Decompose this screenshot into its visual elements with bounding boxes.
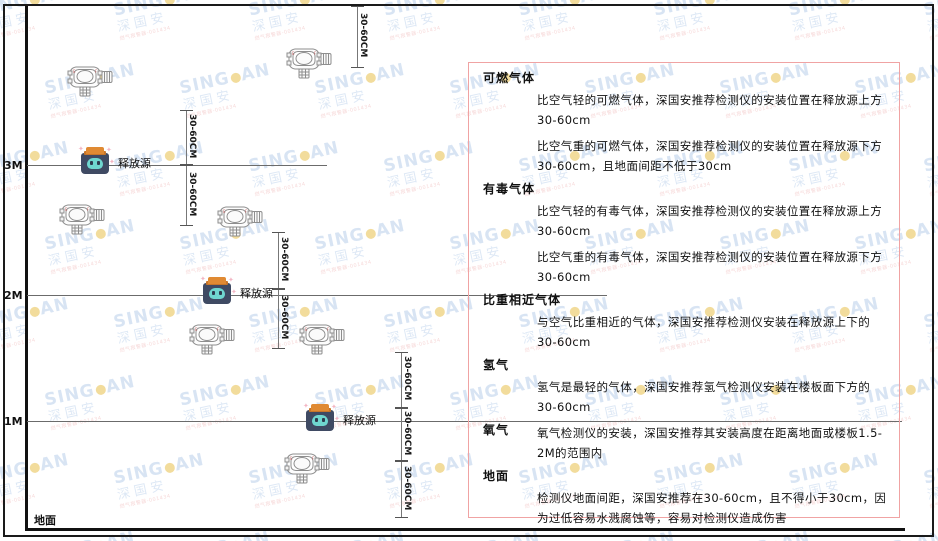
panel-section: 可燃气体 比空气轻的可燃气体，深国安推荐检测仪的安装位置在释放源上方30-60cm…: [483, 71, 887, 176]
section-heading: 比重相近气体: [483, 293, 562, 308]
svg-text:F: F: [314, 51, 317, 56]
release-source-label: 释放源: [118, 157, 151, 170]
section-heading: 可燃气体: [483, 71, 536, 85]
svg-text:E: E: [223, 209, 226, 214]
svg-text:E: E: [305, 327, 308, 332]
dimension-line: [393, 352, 409, 408]
release-source-label: 释放源: [343, 414, 376, 427]
svg-text:F: F: [312, 456, 315, 461]
panel-section: 氢气氢气是最轻的气体，深国安推荐氢气检测仪安装在楼板面下方的30-60cm: [483, 358, 887, 417]
panel-section: 地面检测仪地面间距，深国安推荐在30-60cm，且不得小于30cm，因为过低容易…: [483, 469, 887, 528]
section-heading: 氧气: [483, 422, 510, 437]
recommendation-panel: 可燃气体 比空气轻的可燃气体，深国安推荐检测仪的安装位置在释放源上方30-60cm…: [468, 62, 900, 525]
svg-text:F: F: [245, 209, 248, 214]
dimension-label: 30-60CM: [187, 171, 197, 216]
panel-section: 氧气 氧气检测仪的安装，深国安推荐其安装高度在距离地面或楼板1.5-2M的范围内: [483, 423, 887, 463]
dimension-label: 30-60CM: [279, 295, 289, 340]
level-label-1m: 1M: [4, 415, 23, 428]
dimension-line: [393, 408, 409, 461]
section-paragraph: 比空气重的可燃气体，深国安推荐检测仪的安装位置在释放源下方30-60cm，且地面…: [537, 138, 883, 173]
y-axis: [25, 6, 28, 531]
level-line-2m: [27, 295, 607, 296]
section-paragraph: 检测仪地面间距，深国安推荐在30-60cm，且不得小于30cm，因为过低容易水溅…: [537, 490, 887, 525]
panel-section: 比重相近气体与空气比重相近的气体，深国安推荐检测仪安装在释放源上下的30-60c…: [483, 293, 887, 352]
svg-text:F: F: [95, 69, 98, 74]
release-source-icon: ✦ ✦ ✦: [200, 276, 237, 304]
section-paragraph: 氢气是最轻的气体，深国安推荐氢气检测仪安装在楼板面下方的30-60cm: [537, 379, 871, 414]
svg-text:E: E: [73, 69, 76, 74]
section-paragraph: 比空气重的有毒气体，深国安推荐检测仪的安装位置在释放源下方30-60cm: [537, 249, 883, 285]
release-source-icon: ✦ ✦ ✦: [78, 146, 115, 174]
section-paragraph: 氧气检测仪的安装，深国安推荐其安装高度在距离地面或楼板1.5-2M的范围内: [537, 425, 883, 460]
panel-section: 有毒气体 比空气轻的有毒气体，深国安推荐检测仪的安装位置在释放源上方30-60cm…: [483, 182, 887, 287]
ground-label: 地面: [34, 514, 56, 527]
svg-text:E: E: [292, 51, 295, 56]
dimension-line: [270, 232, 286, 289]
section-heading: 有毒气体: [483, 182, 536, 197]
section-paragraph: 与空气比重相近的气体，深国安推荐检测仪安装在释放源上下的30-60cm: [537, 314, 871, 349]
dimension-label: 30-60CM: [279, 236, 289, 281]
level-label-2m: 2M: [4, 289, 23, 302]
section-paragraph: 比空气轻的有毒气体，深国安推荐检测仪的安装位置在释放源上方30-60cm: [537, 203, 883, 238]
release-source-label: 释放源: [240, 287, 273, 300]
level-label-3m: 3M: [4, 159, 23, 172]
dimension-label: 30-60CM: [402, 465, 412, 510]
svg-text:E: E: [195, 327, 198, 332]
dimension-label: 30-60CM: [187, 113, 197, 158]
svg-text:F: F: [87, 207, 90, 212]
dimension-line: [393, 461, 409, 518]
dimension-label: 30-60CM: [358, 13, 368, 58]
section-paragraph: 比空气轻的可燃气体，深国安推荐检测仪的安装位置在释放源上方30-60cm: [537, 92, 883, 127]
svg-text:E: E: [65, 207, 68, 212]
section-heading: 地面: [483, 469, 510, 484]
x-axis-ground: [25, 528, 905, 531]
svg-text:E: E: [290, 456, 293, 461]
dimension-line: [178, 110, 194, 165]
dimension-label: 30-60CM: [402, 410, 412, 455]
section-heading: 氢气: [483, 358, 510, 373]
dimension-line: [349, 6, 365, 68]
release-source-icon: ✦ ✦ ✦: [303, 403, 340, 431]
svg-text:F: F: [327, 327, 330, 332]
svg-text:F: F: [217, 327, 220, 332]
dimension-line: [178, 165, 194, 226]
level-line-1m: [27, 421, 902, 422]
dimension-line: [270, 289, 286, 349]
dimension-label: 30-60CM: [402, 356, 412, 401]
level-line-3m: [27, 165, 327, 166]
